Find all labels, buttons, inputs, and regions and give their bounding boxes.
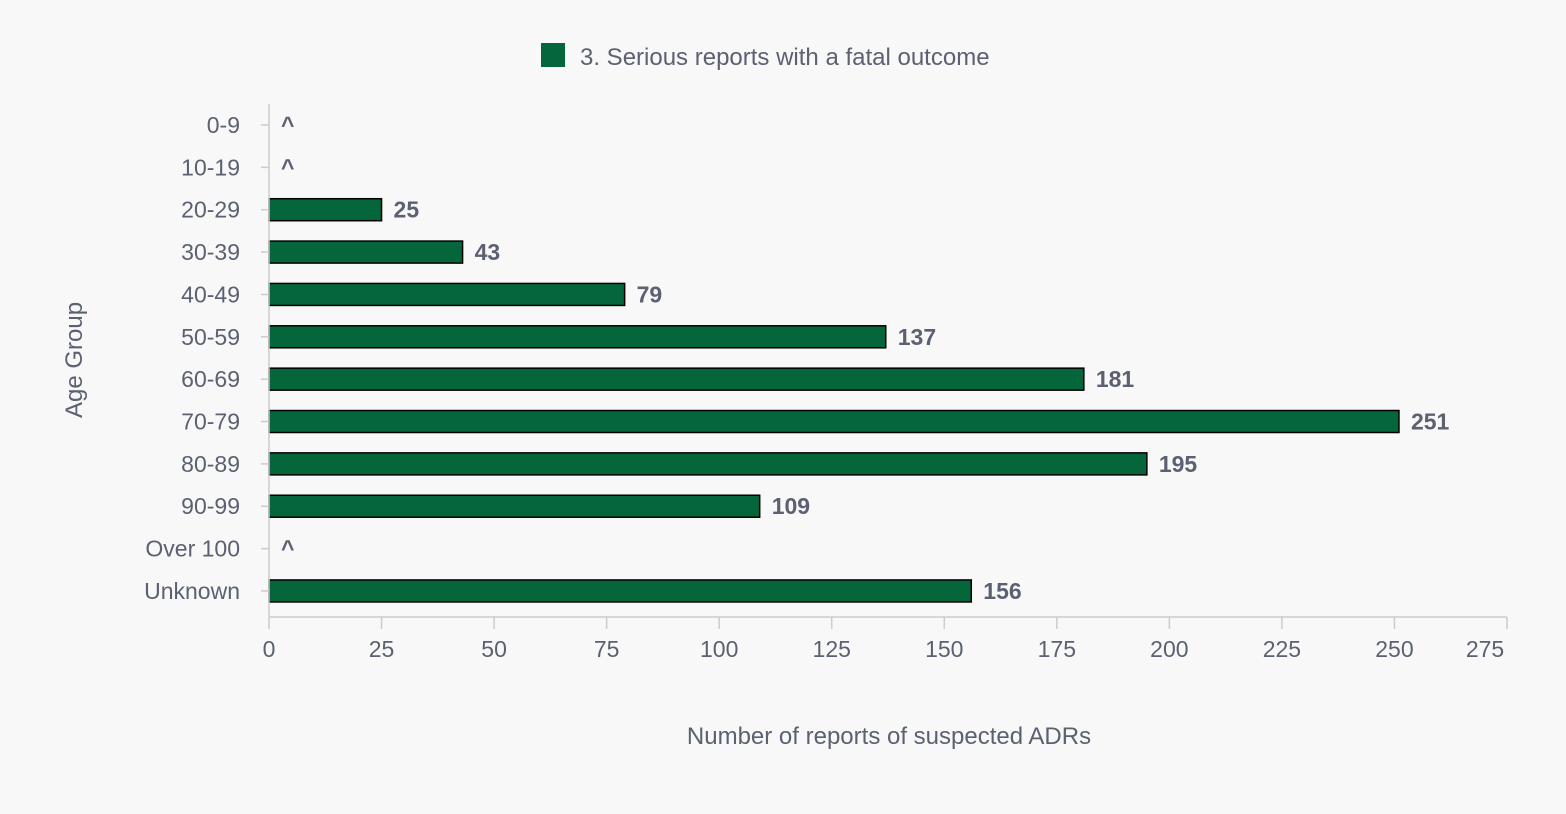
legend-label[interactable]: 3. Serious reports with a fatal outcome [580,44,990,71]
bar[interactable] [268,240,464,264]
data-label: ^ [281,154,294,180]
data-label: 25 [394,197,420,223]
bar[interactable] [268,282,626,307]
y-axis-title: Age Group [61,302,88,418]
data-label: ^ [281,536,294,562]
data-label: 251 [1411,409,1450,435]
x-tick-label: 75 [594,636,620,662]
x-tick-label: 275 [1466,636,1504,662]
data-label: 109 [772,493,810,519]
bar[interactable] [268,197,383,222]
y-tick-label: 0-9 [207,112,240,138]
x-tick-label: 0 [263,636,276,662]
bar[interactable] [268,325,887,349]
data-label: 195 [1159,451,1198,477]
bar[interactable] [268,494,761,518]
y-tick-label: 30-39 [181,239,240,265]
y-tick-label: 70-79 [181,409,240,435]
data-label: 43 [475,239,501,265]
data-label: ^ [281,112,294,138]
y-tick-label: 60-69 [181,366,240,392]
x-tick-label: 200 [1150,636,1188,662]
bar[interactable] [268,367,1085,391]
y-tick-label: Over 100 [145,536,240,562]
data-label: 156 [983,578,1021,604]
legend-swatch[interactable] [541,43,565,67]
y-tick-label: 80-89 [181,451,240,477]
bars-layer: ^ ^ 25 43 79 137 181 251 195 109 ^ 156 [268,112,1450,604]
x-tick-label: 150 [925,636,963,662]
y-tick-label: 90-99 [181,493,240,519]
data-label: 181 [1096,366,1135,392]
x-axis-title: Number of reports of suspected ADRs [687,723,1091,750]
y-tick-label: 50-59 [181,324,240,350]
data-label: 79 [637,281,663,307]
y-tick-label: Unknown [144,578,240,604]
x-tick-label: 25 [369,636,395,662]
y-tick-label: 10-19 [181,154,240,180]
y-axis-tick-labels: 0-9 10-19 20-29 30-39 40-49 50-59 60-69 70-79 80… [144,112,240,604]
y-tick-label: 40-49 [181,281,240,307]
x-tick-label: 250 [1375,636,1413,662]
bar[interactable] [268,409,1400,434]
x-tick-label: 225 [1263,636,1301,662]
legend[interactable]: 3. Serious reports with a fatal outcome [541,43,990,71]
x-tick-label: 100 [700,636,738,662]
x-tick-label: 50 [481,636,507,662]
x-tick-label: 125 [813,636,851,662]
x-axis-tick-labels: 0 25 50 75 100 125 150 175 200 225 250 275 [263,636,1505,662]
y-tick-label: 20-29 [181,197,240,223]
axes [261,104,1508,629]
bar[interactable] [268,579,973,603]
x-tick-label: 175 [1038,636,1076,662]
bar[interactable] [268,452,1148,476]
data-label: 137 [898,324,936,350]
